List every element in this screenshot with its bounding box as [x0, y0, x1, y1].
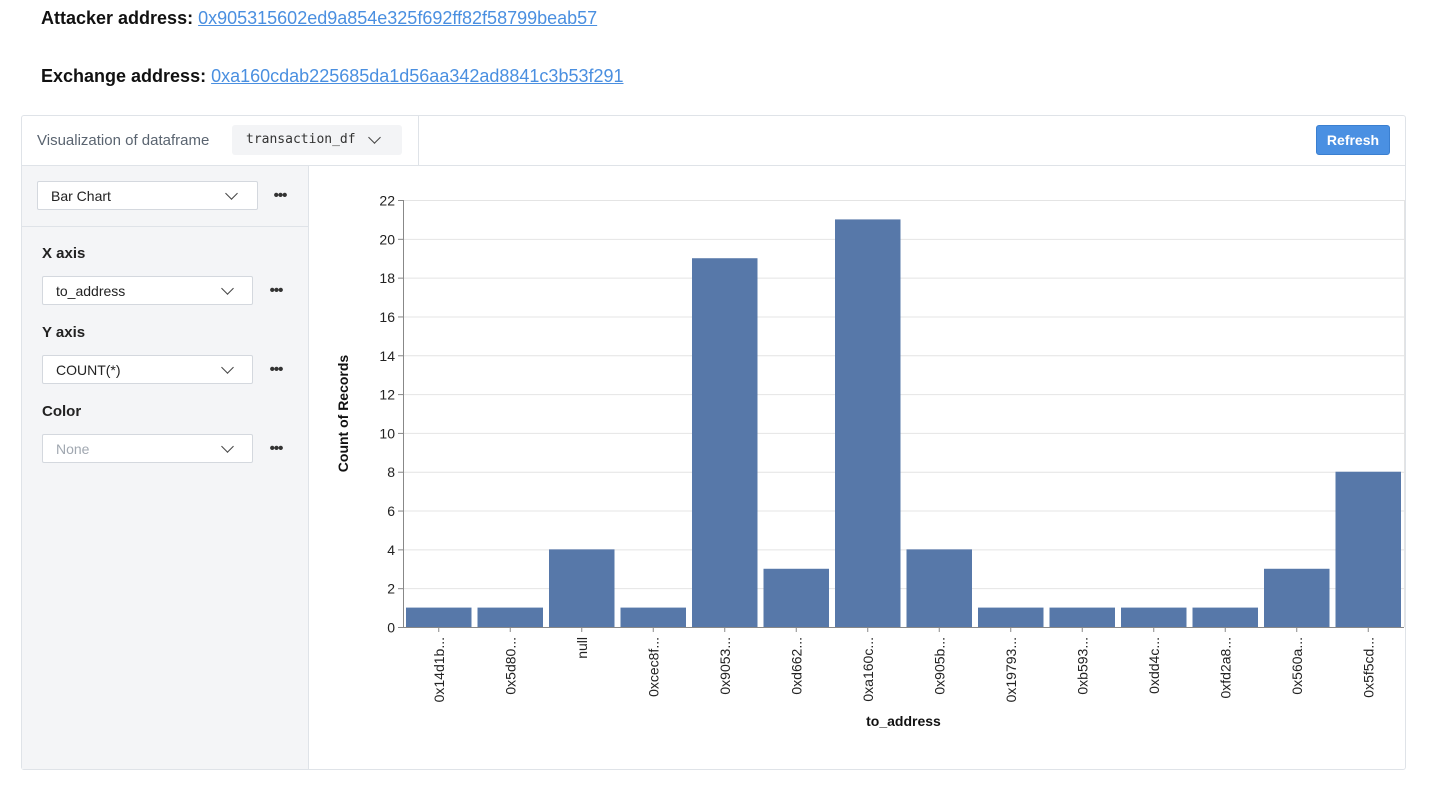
- bar: [906, 549, 972, 627]
- chevron-down-icon: [221, 440, 234, 453]
- color-select[interactable]: None: [42, 434, 253, 463]
- chevron-down-icon: [368, 131, 381, 144]
- bar-chart: 0 2 4 6 8 10 12 14 16 18 20 22 0x14d1b... 0x5d80... nu…: [335, 193, 1405, 729]
- x-tick-label: 0xa160c...: [860, 637, 876, 702]
- x-axis-select[interactable]: to_address: [42, 276, 253, 305]
- chart-type-select[interactable]: Bar Chart: [37, 181, 258, 210]
- chart-type-value: Bar Chart: [51, 188, 111, 204]
- y-axis-value: COUNT(*): [56, 362, 121, 378]
- x-tick-label: 0xcec8f...: [645, 637, 661, 697]
- exchange-address-link[interactable]: 0xa160cdab225685da1d56aa342ad8841c3b53f2…: [211, 66, 624, 86]
- bar: [1335, 471, 1401, 627]
- y-tick-label: 18: [379, 270, 395, 286]
- x-tick-label: 0x14d1b...: [431, 637, 447, 702]
- bar: [1049, 607, 1115, 627]
- more-horizontal-icon[interactable]: •••: [273, 187, 288, 204]
- header-divider: [418, 116, 419, 165]
- y-tick-label: 10: [379, 425, 395, 441]
- bar: [1264, 568, 1330, 627]
- bar: [477, 607, 543, 627]
- bar: [1192, 607, 1258, 627]
- chart-type-row: Bar Chart •••: [22, 166, 308, 227]
- more-horizontal-icon[interactable]: •••: [269, 282, 284, 299]
- y-tick-label: 16: [379, 309, 395, 325]
- attacker-address-label: Attacker address:: [41, 8, 194, 28]
- y-tick-label: 6: [387, 503, 395, 519]
- bar: [692, 258, 758, 627]
- bar: [835, 219, 901, 627]
- x-tick-label: 0x905b...: [931, 637, 947, 695]
- x-axis-title: to_address: [866, 713, 941, 729]
- y-tick-label: 0: [387, 620, 395, 636]
- x-tick-label: 0xb593...: [1074, 637, 1090, 695]
- x-tick-label: 0x5d80...: [502, 637, 518, 695]
- y-tick-label: 12: [379, 387, 395, 403]
- x-tick-label: 0xd662...: [788, 637, 804, 695]
- more-horizontal-icon[interactable]: •••: [269, 440, 284, 457]
- dataframe-select[interactable]: transaction_df: [232, 125, 402, 155]
- x-tick-label: null: [574, 637, 590, 659]
- bar: [763, 568, 829, 627]
- y-tick-label: 20: [379, 231, 395, 247]
- more-horizontal-icon[interactable]: •••: [269, 361, 284, 378]
- x-tick-label: 0x19793...: [1003, 637, 1019, 702]
- attacker-address-line: Attacker address: 0x905315602ed9a854e325…: [41, 8, 597, 29]
- chevron-down-icon: [225, 187, 238, 200]
- x-tick-label: 0x5f5cd...: [1360, 637, 1376, 698]
- refresh-button[interactable]: Refresh: [1316, 125, 1390, 155]
- y-axis-select[interactable]: COUNT(*): [42, 355, 253, 384]
- x-axis-value: to_address: [56, 283, 126, 299]
- y-tick-label: 4: [387, 542, 395, 558]
- bar: [978, 607, 1044, 627]
- y-axis-title: Count of Records: [335, 355, 351, 473]
- y-tick-label: 14: [379, 348, 395, 364]
- y-axis-label: Y axis: [42, 324, 86, 341]
- chevron-down-icon: [221, 361, 234, 374]
- chart-config-panel: Bar Chart ••• X axis to_address ••• Y ax…: [22, 166, 309, 769]
- attacker-address-link[interactable]: 0x905315602ed9a854e325f692ff82f58799beab…: [198, 8, 598, 28]
- bar: [406, 607, 472, 627]
- y-tick-label: 22: [379, 193, 395, 209]
- dataframe-select-value: transaction_df: [246, 132, 356, 147]
- exchange-address-label: Exchange address:: [41, 66, 207, 86]
- chart-area: 0 2 4 6 8 10 12 14 16 18 20 22 0x14d1b... 0x5d80... nu…: [309, 166, 1405, 769]
- bar: [1121, 607, 1187, 627]
- exchange-address-line: Exchange address: 0xa160cdab225685da1d56…: [41, 66, 624, 87]
- chevron-down-icon: [221, 282, 234, 295]
- x-axis-label: X axis: [42, 245, 86, 262]
- x-tick-label: 0x9053...: [717, 637, 733, 695]
- visualization-header: Visualization of dataframe transaction_d…: [22, 116, 1405, 166]
- color-value: None: [56, 441, 90, 457]
- x-tick-label: 0xdd4c...: [1146, 637, 1162, 694]
- y-tick-label: 2: [387, 581, 395, 597]
- color-label: Color: [42, 403, 82, 420]
- x-tick-label: 0xfd2a8...: [1217, 637, 1233, 699]
- x-tick-label: 0x560a...: [1289, 637, 1305, 695]
- bar: [549, 549, 615, 627]
- visualization-title: Visualization of dataframe: [37, 132, 210, 149]
- y-tick-label: 8: [387, 464, 395, 480]
- bar: [620, 607, 686, 627]
- visualization-card: Visualization of dataframe transaction_d…: [21, 115, 1406, 770]
